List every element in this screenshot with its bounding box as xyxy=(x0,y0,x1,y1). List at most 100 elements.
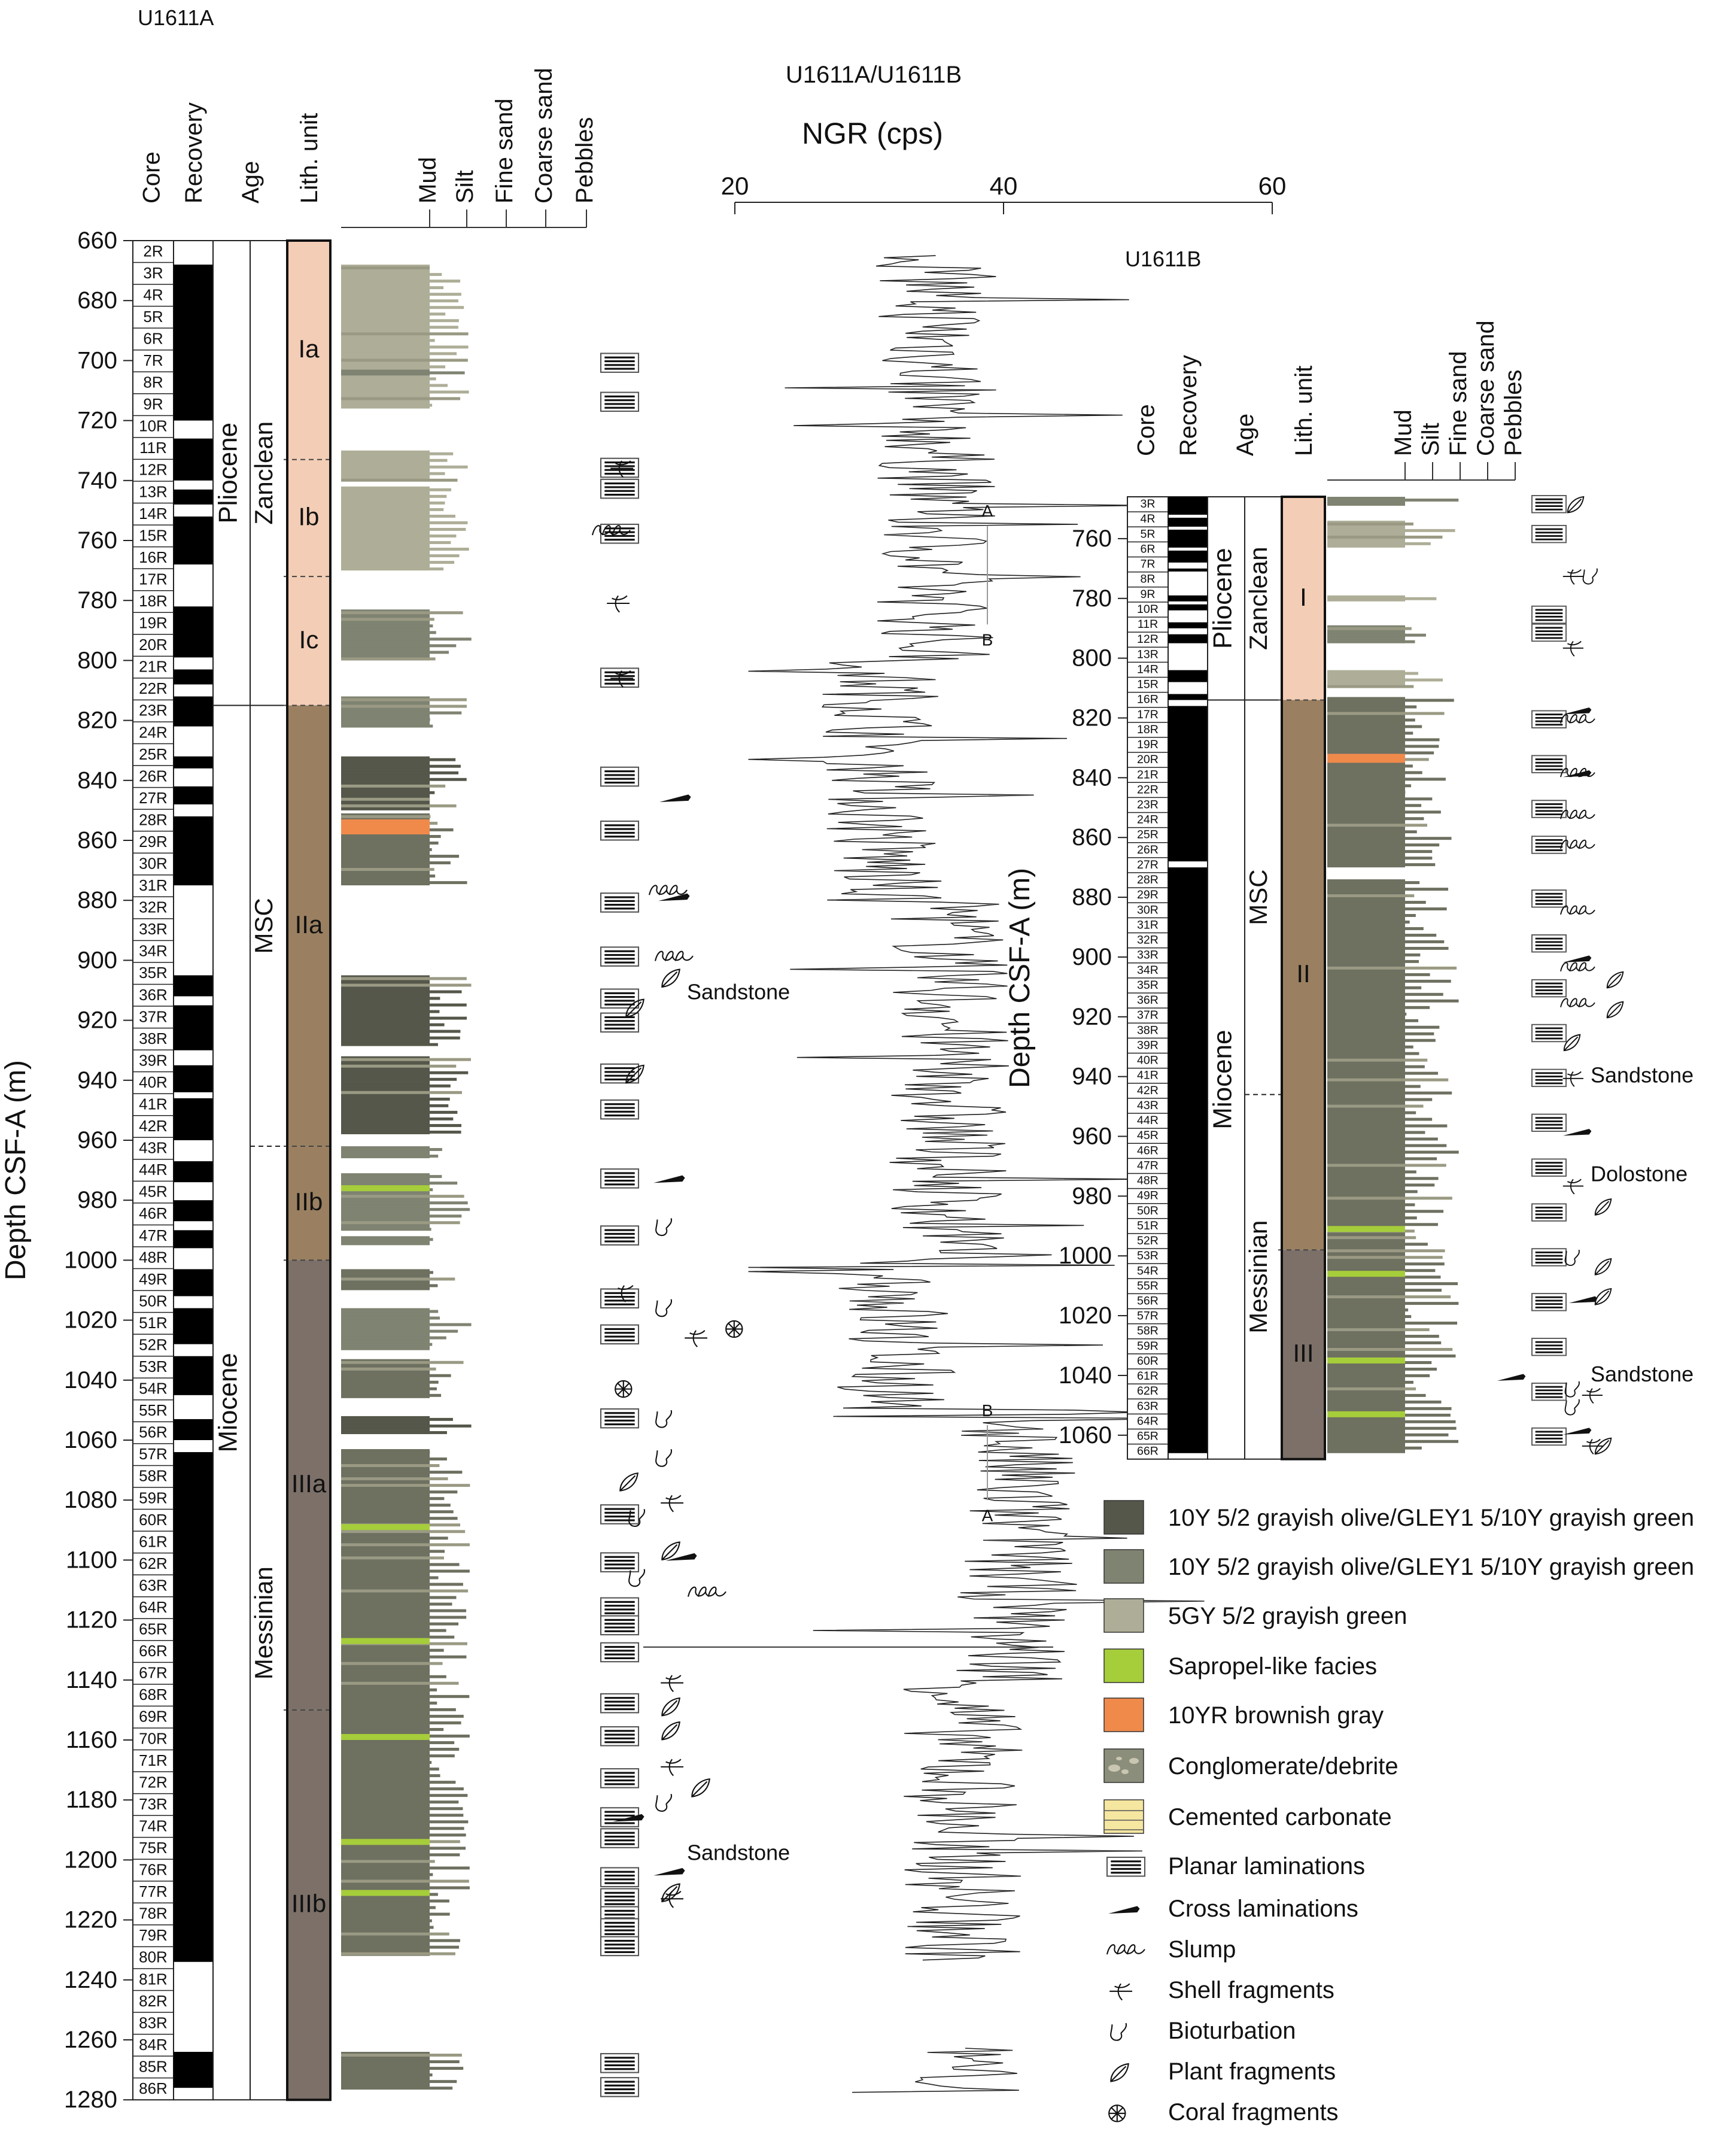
depth-tick-label: 1040 xyxy=(1059,1362,1112,1389)
recovered-interval xyxy=(174,1005,213,1050)
core-label: 19R xyxy=(1137,738,1159,751)
lithology-bed xyxy=(1327,1295,1451,1299)
planar-line xyxy=(604,1700,635,1703)
lithology-bed xyxy=(1327,1071,1439,1075)
planar-line xyxy=(1535,1117,1563,1119)
planar-line xyxy=(604,1645,635,1648)
lithology-bed xyxy=(341,1010,440,1013)
column-header: Age xyxy=(238,161,264,204)
recovered-interval xyxy=(174,696,213,727)
lithology-bed xyxy=(341,644,457,648)
core-label: 40R xyxy=(139,1073,168,1091)
lithology-bed xyxy=(341,1681,459,1685)
core-label: 76R xyxy=(139,1861,168,1879)
core-label: 68R xyxy=(139,1686,168,1703)
lithology-bed xyxy=(341,1238,433,1241)
lithology-bed xyxy=(1327,1177,1439,1180)
depth-tick-label: 1160 xyxy=(66,1727,117,1753)
core-label: 65R xyxy=(139,1620,168,1638)
depth-tick-label: 1280 xyxy=(64,2087,117,2113)
slump-curve xyxy=(1578,839,1595,849)
cross-mark xyxy=(1568,1296,1598,1304)
lithology-bed xyxy=(341,478,458,482)
core-label: 75R xyxy=(139,1839,168,1857)
planar-icon xyxy=(600,1867,640,1887)
shell-icon xyxy=(685,1330,707,1347)
planar-line xyxy=(1535,508,1563,511)
lith-unit-label: IIIb xyxy=(291,1890,326,1918)
grain-size-label: Fine sand xyxy=(1445,351,1472,456)
planar-line xyxy=(604,1423,635,1426)
epoch-label: Pliocene xyxy=(214,423,243,524)
lithology-bed xyxy=(341,1748,460,1751)
lithology-block xyxy=(341,756,430,810)
core-label: 31R xyxy=(1137,918,1159,931)
lithology-bed xyxy=(341,1387,437,1390)
plant-icon xyxy=(691,1778,710,1797)
lithology-bed xyxy=(1327,881,1420,885)
lithology-bed xyxy=(341,1675,446,1678)
lithology-bed xyxy=(341,791,435,794)
planar-line xyxy=(604,1650,635,1652)
planar-icon xyxy=(1531,889,1567,908)
lithology-bed xyxy=(1327,933,1437,937)
shell-mark xyxy=(1562,569,1584,585)
lithology-bed xyxy=(341,1451,430,1454)
lithology-bed xyxy=(1327,1393,1426,1397)
lithology-bed xyxy=(1327,953,1421,956)
color-facies-band xyxy=(341,1839,430,1845)
lithology-bed xyxy=(341,390,469,394)
planar-line xyxy=(604,461,635,464)
lithology-bed xyxy=(341,1583,463,1586)
planar-line xyxy=(604,1630,635,1632)
planar-line xyxy=(604,539,635,541)
coral-icon xyxy=(725,1320,743,1338)
plant-mark xyxy=(691,1778,710,1797)
plant-mark xyxy=(661,1697,680,1717)
lithology-bed xyxy=(341,501,445,505)
planar-line xyxy=(1535,627,1563,629)
planar-line xyxy=(604,1016,635,1018)
lithology-bed xyxy=(341,345,469,349)
lithology-bed xyxy=(1327,699,1454,702)
legend-label: Shell fragments xyxy=(1168,1977,1334,2003)
planar-line xyxy=(604,1071,635,1073)
planar-line xyxy=(604,2088,635,2091)
plant-icon xyxy=(1606,1001,1624,1019)
planar-icon xyxy=(1531,1068,1567,1088)
cross-mark xyxy=(1562,1129,1592,1136)
epoch-label: Pliocene xyxy=(1208,548,1238,649)
slump-curve xyxy=(1569,905,1586,915)
core-label: 7R xyxy=(143,351,163,369)
core-label: 25R xyxy=(139,745,168,763)
column-header: Lith. unit xyxy=(1291,366,1317,456)
planar-line xyxy=(604,1240,635,1243)
depth-tick-label: 1080 xyxy=(64,1487,117,1513)
core-label: 46R xyxy=(1137,1144,1159,1157)
lithology-bed xyxy=(1327,940,1445,943)
planar-line xyxy=(604,535,635,537)
lith-unit-band xyxy=(287,705,330,1147)
lithology-bed xyxy=(341,657,436,661)
lithology-bed xyxy=(341,778,467,781)
planar-line xyxy=(1535,1437,1563,1440)
plant-mark xyxy=(661,1721,680,1741)
core-label: 11R xyxy=(1138,618,1158,631)
column-header: Core xyxy=(1133,404,1160,456)
lithology-block xyxy=(1327,697,1405,868)
planar-line xyxy=(604,1419,635,1422)
lithology-bed xyxy=(1327,640,1415,643)
planar-line xyxy=(604,360,635,363)
slump-curve xyxy=(591,525,611,536)
lith-unit-band xyxy=(287,1709,330,2100)
lithology-bed xyxy=(341,797,430,801)
planar-line xyxy=(604,781,635,784)
lithology-bed xyxy=(341,397,461,400)
cross-mark xyxy=(653,1867,685,1876)
planar-line xyxy=(1535,1348,1563,1350)
planar-line xyxy=(604,368,635,370)
core-label: 62R xyxy=(1137,1384,1159,1398)
grain-size-label: Coarse sand xyxy=(1473,320,1499,456)
depth-tick-label: 680 xyxy=(77,287,117,314)
planar-line xyxy=(1535,1441,1563,1443)
